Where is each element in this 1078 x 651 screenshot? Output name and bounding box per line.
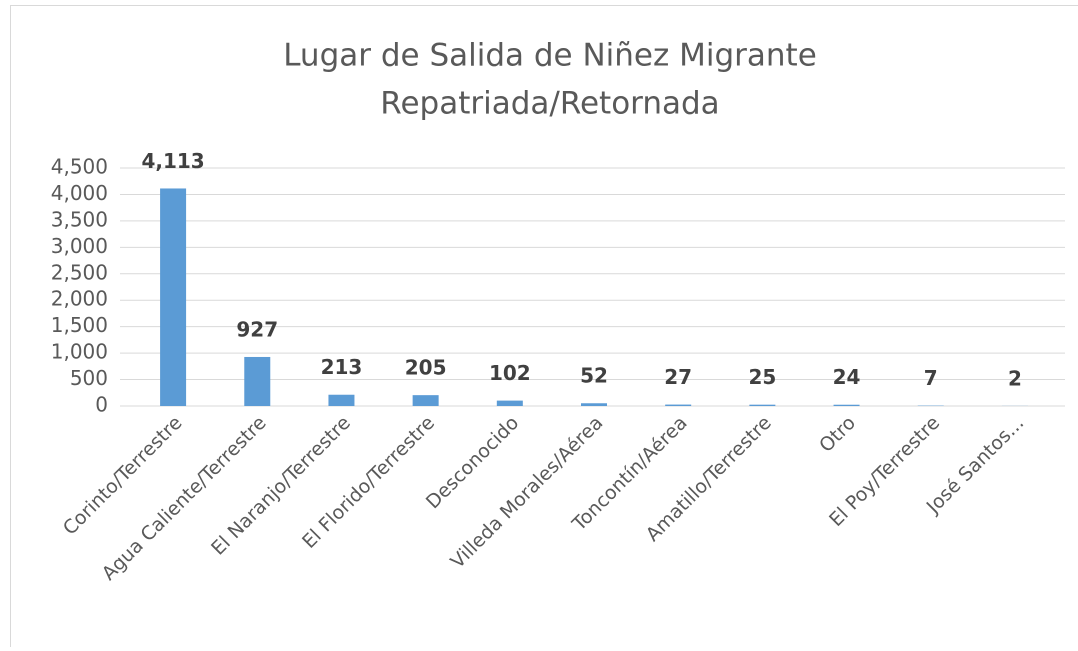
bar (413, 395, 439, 406)
y-tick-label: 500 (70, 366, 108, 390)
x-tick-label: Otro (815, 412, 860, 457)
y-tick-label: 4,500 (51, 155, 108, 179)
data-label: 205 (405, 356, 447, 380)
bar (497, 401, 523, 406)
data-label: 102 (489, 361, 531, 385)
bar (160, 188, 186, 406)
data-label: 25 (748, 365, 776, 389)
data-label: 927 (236, 317, 278, 341)
y-tick-label: 2,500 (51, 260, 108, 284)
bar (834, 405, 860, 406)
data-label: 24 (833, 365, 861, 389)
data-label: 52 (580, 364, 608, 388)
y-tick-label: 1,500 (51, 313, 108, 337)
x-tick-label: El Naranjo/Terrestre (207, 412, 355, 560)
y-tick-label: 0 (95, 393, 108, 417)
chart-title: Repatriada/Retornada (380, 86, 719, 122)
y-tick-label: 2,000 (51, 287, 108, 311)
bar (244, 357, 270, 406)
x-tick-label: Agua Caliente/Terrestre (98, 412, 271, 585)
bar (749, 405, 775, 406)
chart-title: Lugar de Salida de Niñez Migrante (283, 38, 817, 74)
data-label: 4,113 (141, 149, 204, 173)
y-tick-label: 4,000 (51, 181, 108, 205)
y-tick-label: 3,000 (51, 234, 108, 258)
bar (328, 395, 354, 406)
data-label: 2 (1008, 366, 1022, 390)
y-tick-label: 3,500 (51, 207, 108, 231)
data-label: 213 (321, 355, 363, 379)
bar (665, 405, 691, 406)
data-label: 27 (664, 365, 692, 389)
bar (581, 403, 607, 406)
data-label: 7 (924, 366, 938, 390)
y-tick-label: 1,000 (51, 340, 108, 364)
x-tick-label: Villeda Morales/Aérea (446, 412, 607, 573)
